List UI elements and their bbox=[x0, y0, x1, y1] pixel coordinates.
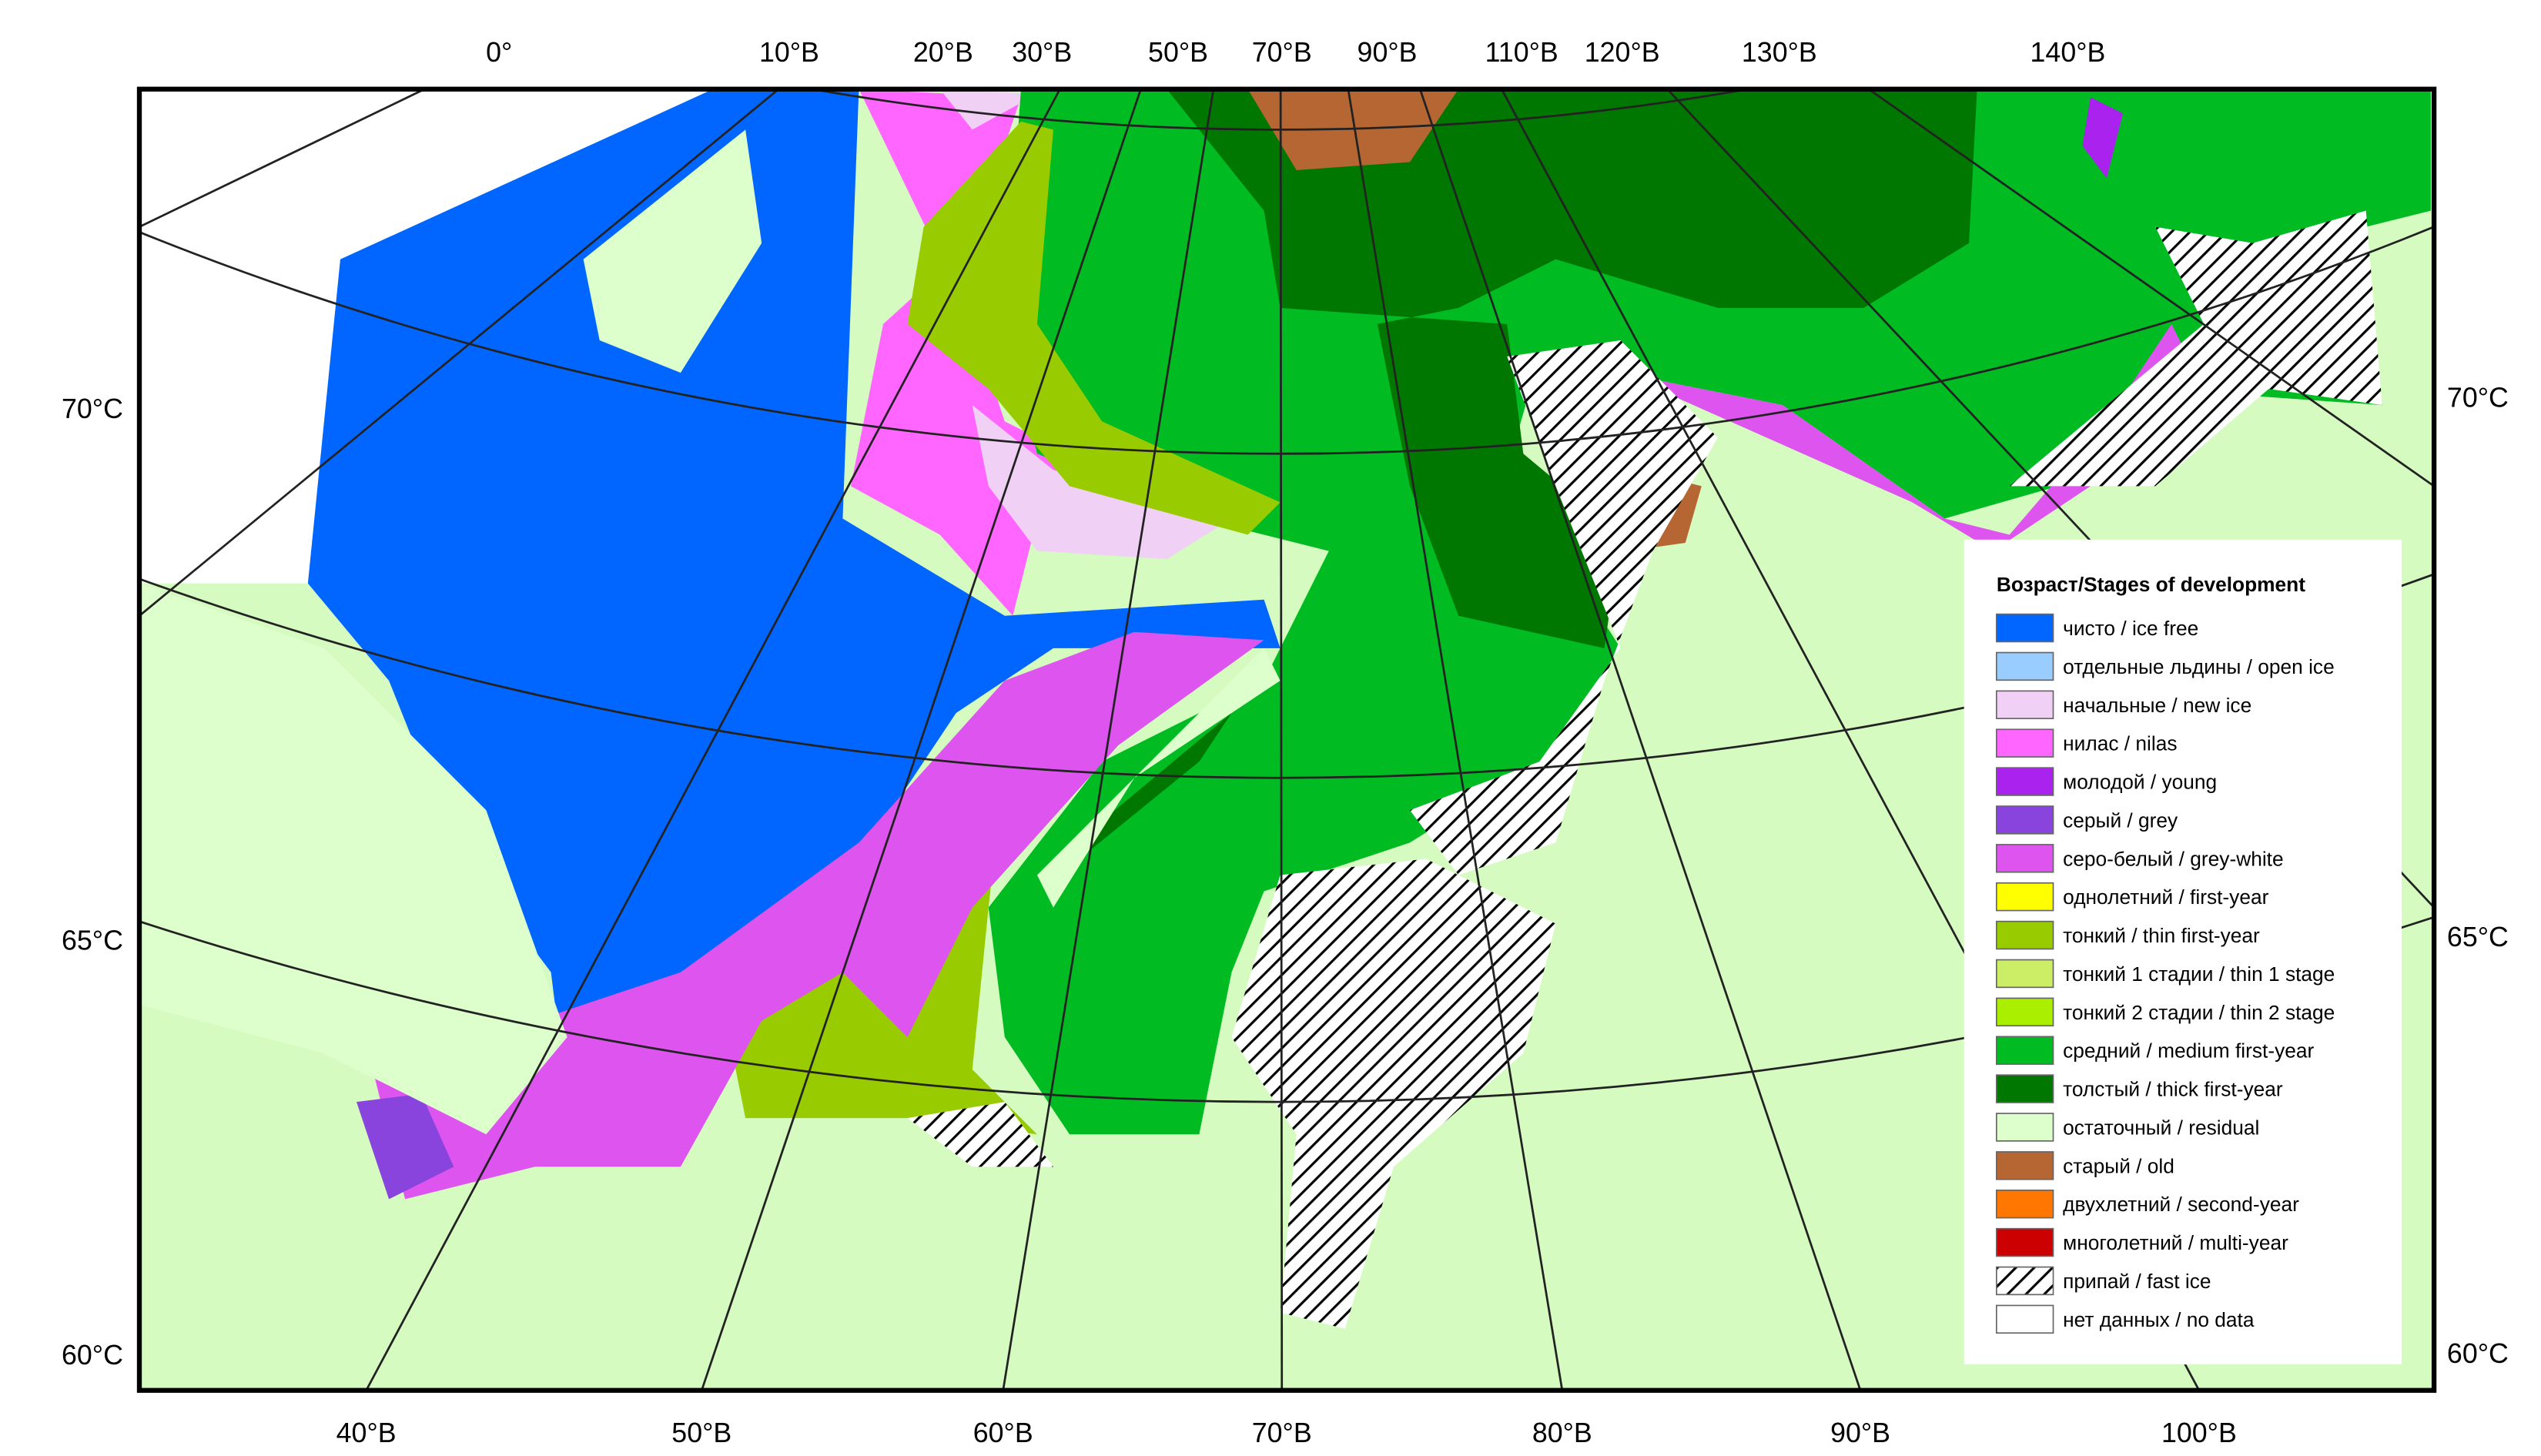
longitude-label: 130°В bbox=[1742, 37, 1817, 68]
legend-label: нет данных / no data bbox=[2063, 1308, 2255, 1331]
top-labels: 0° 10°В 20°В 30°В 50°В 70°В 90°В 110°В 1… bbox=[486, 37, 2105, 68]
legend-label: начальные / new ice bbox=[2063, 694, 2251, 717]
latitude-label: 65°С bbox=[2447, 922, 2509, 952]
fast-ice-area bbox=[2009, 210, 2382, 487]
legend-label: нилас / nilas bbox=[2063, 732, 2177, 755]
land-coast bbox=[139, 583, 567, 1135]
no-data-area bbox=[139, 89, 714, 584]
legend-swatch bbox=[1996, 959, 2054, 989]
legend-swatch bbox=[1996, 805, 2054, 835]
left-labels: 70°С 65°С 60°С bbox=[62, 393, 123, 1371]
legend-swatch bbox=[1996, 997, 2054, 1027]
young-ice-area bbox=[2082, 97, 2124, 179]
legend-swatch bbox=[1996, 920, 2054, 950]
meridian bbox=[139, 89, 781, 617]
longitude-label: 20°В bbox=[913, 37, 973, 68]
fast-ice-area bbox=[1231, 859, 1556, 1329]
legend-label: тонкий 2 стадии / thin 2 stage bbox=[2063, 1001, 2335, 1024]
legend-label: отдельные льдины / open ice bbox=[2063, 655, 2335, 678]
legend-label: остаточный / residual bbox=[2063, 1116, 2259, 1139]
new-ice-area bbox=[972, 405, 1232, 560]
longitude-label: 90°В bbox=[1358, 37, 1418, 68]
longitude-label: 50°В bbox=[1148, 37, 1208, 68]
legend-swatch bbox=[1996, 844, 2054, 873]
legend-label: серый / grey bbox=[2063, 808, 2178, 832]
legend-swatch bbox=[1996, 882, 2054, 912]
graticule bbox=[139, 89, 2435, 1391]
legend-swatch bbox=[1996, 728, 2054, 758]
legend-label: чисто / ice free bbox=[2063, 617, 2198, 640]
longitude-label: 70°В bbox=[1252, 37, 1312, 68]
latitude-label: 60°С bbox=[62, 1340, 123, 1371]
meridian bbox=[1279, 89, 1284, 1391]
island bbox=[1036, 648, 1281, 908]
legend-swatch bbox=[1996, 1113, 2054, 1142]
legend-label: тонкий 1 стадии / thin 1 stage bbox=[2063, 962, 2335, 986]
longitude-label: 10°В bbox=[759, 37, 819, 68]
longitude-label: 40°В bbox=[336, 1418, 397, 1448]
thick-first-year-area bbox=[1167, 89, 1977, 648]
meridian bbox=[1347, 89, 1564, 1391]
legend-label: припай / fast ice bbox=[2063, 1270, 2211, 1293]
meridian bbox=[1002, 89, 1215, 1391]
legend: Возраст/Stages of development чисто / ic… bbox=[1964, 539, 2402, 1365]
legend-label: тонкий / thin first-year bbox=[2063, 924, 2260, 947]
latitude-label: 70°С bbox=[2447, 382, 2509, 413]
longitude-label: 120°В bbox=[1585, 37, 1660, 68]
longitude-label: 60°В bbox=[973, 1418, 1033, 1448]
legend-swatch bbox=[1996, 651, 2054, 681]
legend-swatch bbox=[1996, 690, 2054, 720]
map-area bbox=[139, 89, 2435, 1391]
legend-swatch bbox=[1996, 1266, 2054, 1296]
legend-label: молодой / young bbox=[2063, 771, 2217, 794]
legend-label: серо-белый / grey-white bbox=[2063, 847, 2283, 870]
legend-swatch bbox=[1996, 1151, 2054, 1180]
legend-swatch bbox=[1996, 1036, 2054, 1065]
meridian bbox=[1418, 89, 1862, 1391]
map-frame bbox=[136, 86, 2437, 1393]
legend-swatch bbox=[1996, 613, 2054, 643]
longitude-label: 30°В bbox=[1012, 37, 1072, 68]
longitude-label: 70°В bbox=[1252, 1418, 1312, 1448]
grey-white-area bbox=[373, 631, 1264, 1200]
ice-free-area bbox=[307, 89, 1281, 1103]
longitude-label: 80°В bbox=[1532, 1418, 1592, 1448]
longitude-label: 0° bbox=[486, 37, 512, 68]
legend-title: Возраст/Stages of development bbox=[1997, 573, 2305, 596]
legend-swatch bbox=[1996, 1189, 2054, 1219]
longitude-label: 90°В bbox=[1830, 1418, 1890, 1448]
meridian bbox=[139, 89, 427, 228]
legend-label: старый / old bbox=[2063, 1154, 2174, 1177]
meridian bbox=[365, 89, 1062, 1391]
thin-first-year-area bbox=[907, 121, 1281, 535]
longitude-label: 50°В bbox=[671, 1418, 732, 1448]
longitude-label: 110°В bbox=[1485, 37, 1558, 68]
grey-white-area bbox=[1620, 323, 2205, 551]
island bbox=[583, 129, 762, 373]
longitude-label: 100°В bbox=[2161, 1418, 2237, 1448]
legend-swatch bbox=[1996, 1304, 2054, 1334]
legend-label: толстый / thick first-year bbox=[2063, 1078, 2283, 1101]
right-labels: 70°С 65°С 60°С bbox=[2447, 382, 2509, 1369]
legend-swatch bbox=[1996, 1074, 2054, 1103]
latitude-label: 65°С bbox=[62, 925, 123, 956]
legend-swatch bbox=[1996, 767, 2054, 796]
legend-swatch bbox=[1996, 1227, 2054, 1257]
latitude-label: 60°С bbox=[2447, 1338, 2509, 1369]
legend-label: средний / medium first-year bbox=[2063, 1039, 2314, 1063]
legend-label: однолетний / first-year bbox=[2063, 885, 2268, 909]
legend-label: двухлетний / second-year bbox=[2063, 1193, 2299, 1216]
legend-label: многолетний / multi-year bbox=[2063, 1231, 2288, 1254]
fast-ice-area bbox=[1409, 340, 1718, 875]
bottom-labels: 40°В 50°В 60°В 70°В 80°В 90°В 100°В bbox=[336, 1418, 2237, 1448]
meridian bbox=[700, 89, 1142, 1391]
meridian bbox=[1866, 89, 2435, 487]
longitude-label: 140°В bbox=[2030, 37, 2106, 68]
grey-area bbox=[357, 1093, 454, 1200]
latitude-label: 70°С bbox=[62, 393, 123, 424]
